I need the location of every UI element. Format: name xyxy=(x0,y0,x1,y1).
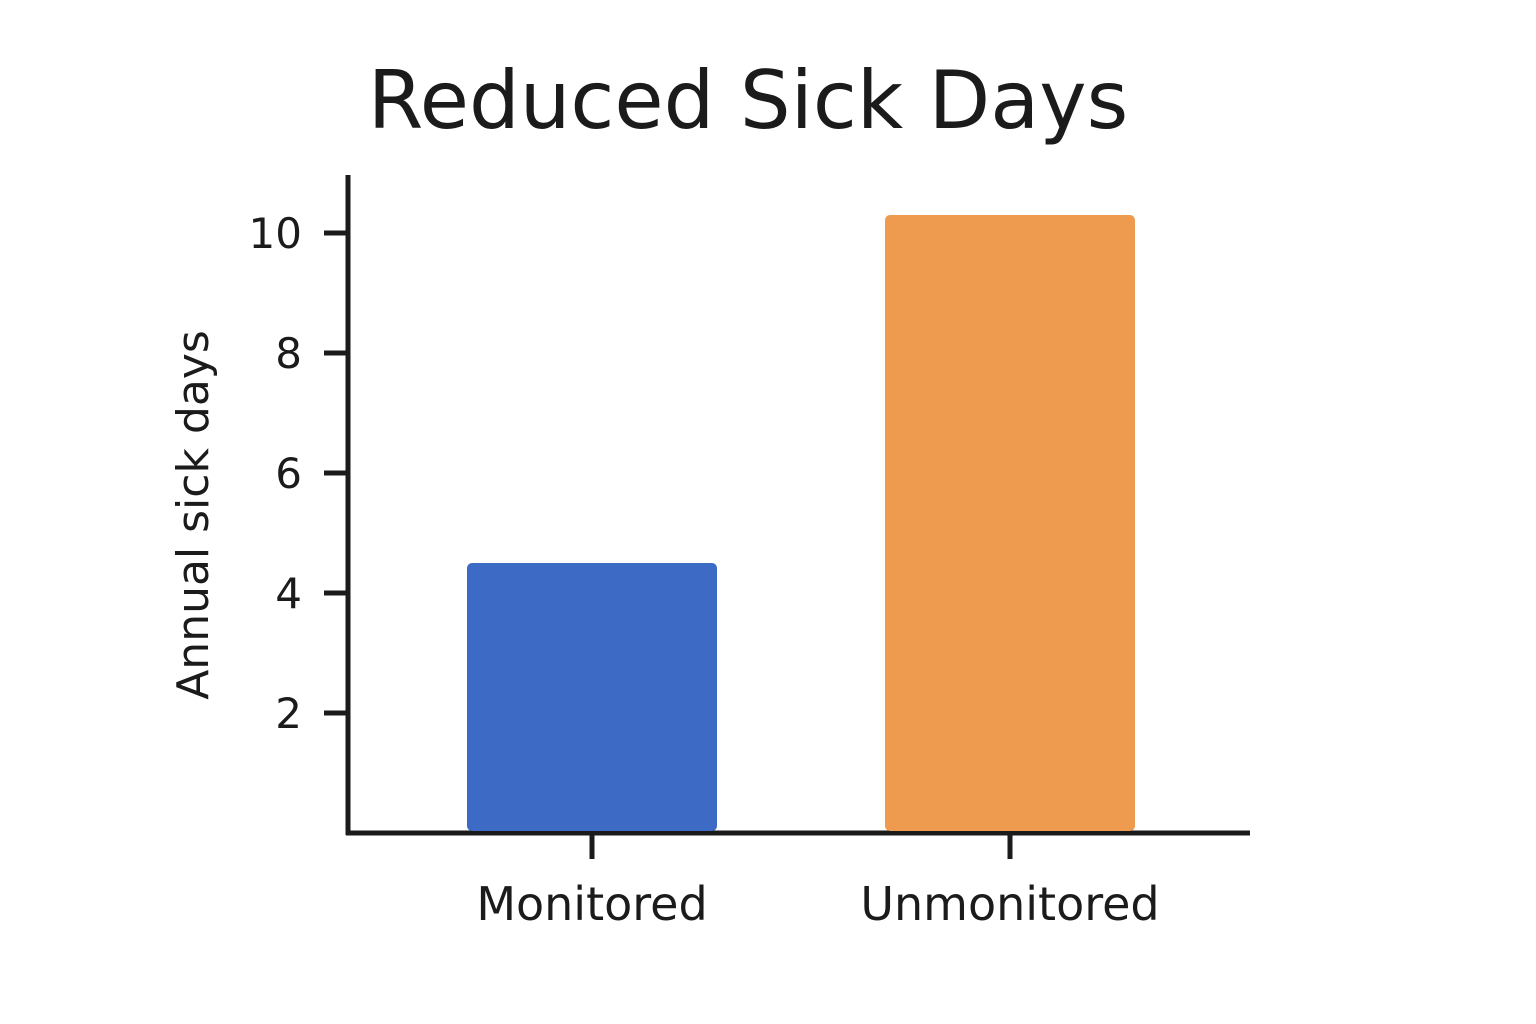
bar-monitored xyxy=(467,563,717,831)
y-tick-label-4: 4 xyxy=(275,569,302,618)
x-tick-label-monitored: Monitored xyxy=(476,877,707,931)
chart-title: Reduced Sick Days xyxy=(368,54,1129,147)
plot-area: 2 4 6 8 10 Monitored Unmonitored xyxy=(249,175,1250,931)
y-tick-label-2: 2 xyxy=(275,689,302,738)
y-tick-label-6: 6 xyxy=(275,449,302,498)
y-tick-label-8: 8 xyxy=(275,329,302,378)
y-tick-label-10: 10 xyxy=(249,209,302,258)
x-tick-label-unmonitored: Unmonitored xyxy=(860,877,1159,931)
y-axis-label: Annual sick days xyxy=(168,330,219,700)
bar-unmonitored xyxy=(885,215,1135,831)
